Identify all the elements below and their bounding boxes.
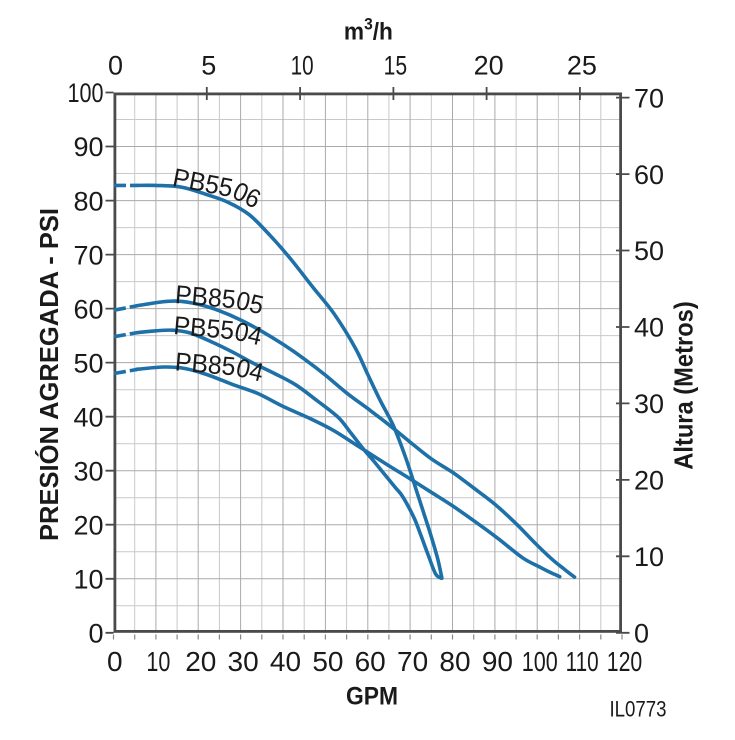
svg-text:GPM: GPM	[346, 683, 398, 711]
svg-text:0: 0	[108, 51, 123, 81]
svg-text:20: 20	[634, 466, 664, 496]
svg-text:30: 30	[634, 389, 664, 419]
svg-text:40: 40	[270, 646, 301, 677]
svg-text:10: 10	[291, 51, 314, 81]
svg-text:20: 20	[185, 646, 216, 677]
svg-text:90: 90	[73, 132, 103, 162]
svg-text:05: 05	[233, 285, 266, 320]
svg-text:30: 30	[73, 456, 103, 486]
svg-text:Altura (Metros): Altura (Metros)	[669, 301, 699, 470]
svg-text:60: 60	[634, 160, 664, 190]
svg-text:0: 0	[88, 619, 103, 649]
svg-text:10: 10	[634, 542, 664, 572]
svg-text:50: 50	[73, 348, 103, 378]
svg-text:IL0773: IL0773	[610, 697, 667, 722]
svg-text:60: 60	[73, 294, 103, 324]
svg-text:0: 0	[107, 646, 123, 677]
svg-text:PRESIÓN AGREGADA - PSI: PRESIÓN AGREGADA - PSI	[34, 208, 64, 541]
svg-text:25: 25	[567, 51, 597, 81]
svg-text:50: 50	[634, 236, 664, 266]
svg-text:04: 04	[232, 316, 265, 351]
svg-text:70: 70	[397, 646, 428, 677]
svg-text:10: 10	[73, 565, 103, 595]
svg-text:110: 110	[566, 646, 599, 677]
svg-text:80: 80	[439, 646, 470, 677]
svg-text:70: 70	[634, 83, 664, 113]
svg-text:100: 100	[68, 78, 104, 108]
svg-text:20: 20	[474, 51, 504, 81]
svg-text:0: 0	[634, 619, 649, 649]
svg-text:60: 60	[355, 646, 386, 677]
svg-text:PB85: PB85	[174, 346, 237, 381]
svg-text:10: 10	[146, 646, 170, 677]
svg-text:15: 15	[384, 51, 408, 81]
svg-text:50: 50	[312, 646, 343, 677]
svg-text:80: 80	[73, 186, 103, 216]
svg-text:70: 70	[73, 240, 103, 270]
svg-text:PB55: PB55	[172, 310, 235, 345]
svg-text:PB85: PB85	[174, 279, 237, 314]
svg-text:5: 5	[201, 51, 216, 81]
svg-text:20: 20	[73, 510, 103, 540]
svg-text:90: 90	[482, 646, 513, 677]
svg-text:30: 30	[228, 646, 259, 677]
svg-text:120: 120	[607, 646, 643, 677]
svg-text:40: 40	[634, 313, 664, 343]
svg-text:100: 100	[522, 646, 558, 677]
svg-text:40: 40	[73, 402, 103, 432]
